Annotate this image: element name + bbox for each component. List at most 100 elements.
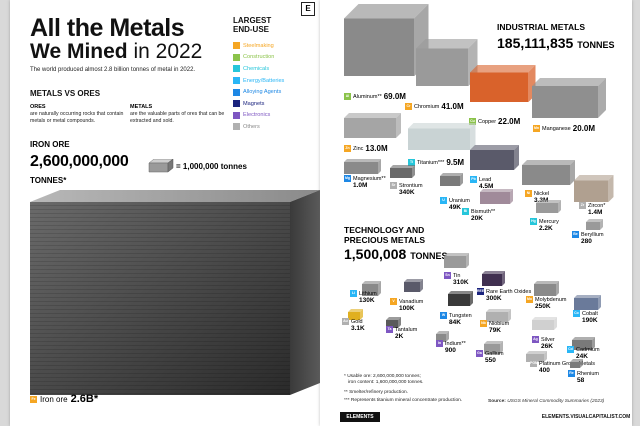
technology-total: 1,500,008 TONNES <box>344 246 448 262</box>
scale-cube-icon <box>148 159 174 173</box>
title-bold-part: We Mined <box>30 40 128 63</box>
footnote-2: ** Smelter/refinery production. <box>344 390 408 395</box>
aluminum-block <box>344 3 429 76</box>
zinc-block <box>344 113 401 138</box>
scale-label: = 1,000,000 tonnes <box>176 162 247 171</box>
metal-name: Titanium*** <box>417 159 445 166</box>
cobalt-block <box>574 295 601 310</box>
zinc-label: Zn Zinc 13.0M <box>344 144 388 153</box>
end-use-legend: Steelmaking Construction Chemicals Energy/B… <box>233 40 284 133</box>
element-tag: Cr <box>405 103 412 110</box>
metal-value: 130K <box>359 297 375 304</box>
platinum-group-metals-block <box>526 351 547 362</box>
metal-name: Zinc <box>353 145 364 152</box>
end-use-heading: LARGEST END-USE <box>233 16 271 34</box>
metal-value: 100K <box>399 305 415 312</box>
technology-heading-line2: PRECIOUS METALS <box>344 235 426 245</box>
cobalt-label: Co Cobalt 190K <box>573 310 598 324</box>
metal-name: Zircon* <box>588 202 606 209</box>
metal-name: Bismuth** <box>471 208 496 215</box>
element-tag: Zr <box>579 202 586 209</box>
metal-name: Indium** <box>445 340 466 347</box>
end-use-item: Alloying Agents <box>233 86 284 98</box>
metal-name: Manganese <box>542 125 571 132</box>
end-use-swatch <box>233 53 240 61</box>
element-tag: Al <box>344 93 351 100</box>
end-use-item: Magnets <box>233 98 284 110</box>
elements-logo: E <box>301 2 315 16</box>
element-tag: Au <box>342 318 349 325</box>
gold-label: Au Gold 3.1K <box>342 318 365 332</box>
industrial-heading: INDUSTRIAL METALS <box>497 22 585 32</box>
footer-website[interactable]: ELEMENTS.VISUALCAPITALIST.COM <box>541 414 631 420</box>
iron-ore-label-value: 2.6B* <box>70 393 99 405</box>
niobium-block <box>486 309 511 322</box>
metal-name: Gallium <box>485 350 504 357</box>
element-tag: Nb <box>480 320 487 327</box>
uranium-label: U Uranium 49K <box>440 197 470 211</box>
niobium-label: Nb Niobium 79K <box>480 320 509 334</box>
metal-value: 13.0M <box>365 144 388 153</box>
metal-value: 4.5M <box>479 183 494 190</box>
page-title-line1: All the Metals <box>30 14 185 42</box>
iron-ore-label: Fe Iron ore 2.6B* <box>30 393 98 405</box>
chromium-block <box>416 38 478 86</box>
beryllium-block <box>586 219 603 230</box>
rare-earth-oxides-block <box>482 271 505 286</box>
end-use-swatch <box>233 65 240 73</box>
metal-value: 2.2K <box>539 225 553 232</box>
metal-name: Cadmium <box>576 346 600 353</box>
magnesium-block <box>344 159 381 174</box>
metal-value: 79K <box>489 327 501 334</box>
metal-name: Beryllium <box>581 231 604 238</box>
manganese-label: Mn Manganese 20.0M <box>533 124 595 133</box>
element-tag: Li <box>350 290 357 297</box>
molybdenum-block <box>534 281 559 296</box>
iron-ore-heading: IRON ORE <box>30 140 70 149</box>
element-tag: Ta <box>386 326 393 333</box>
metal-value: 1.0M <box>353 182 368 189</box>
element-tag: Fe <box>30 395 37 403</box>
element-tag: Re <box>568 370 575 377</box>
element-tag: Mo <box>526 296 533 303</box>
bismuth-label: Bi Bismuth** 20K <box>462 208 495 222</box>
titanium-block <box>408 122 476 150</box>
metal-name: Copper <box>478 118 497 125</box>
element-tag: Sr <box>390 182 397 189</box>
strontium-label: Sr Strontium 340K <box>390 182 423 196</box>
technology-total-value: 1,500,008 <box>344 246 407 262</box>
metal-value: 22.0M <box>498 117 521 126</box>
industrial-total-value: 185,111,835 <box>497 35 574 51</box>
technology-total-unit: TONNES <box>410 251 448 261</box>
metal-name: Lead <box>479 176 492 183</box>
technology-heading-line1: TECHNOLOGY AND <box>344 225 425 235</box>
element-tag: In <box>436 340 443 347</box>
nickel-block <box>522 160 575 185</box>
mercury-block <box>536 200 561 213</box>
molybdenum-label: Mo Molybdenum 250K <box>526 296 567 310</box>
element-tag: Ti <box>408 159 415 166</box>
end-use-item: Others <box>233 121 284 133</box>
metal-value: 250K <box>535 303 551 310</box>
metal-value: 49K <box>449 204 461 211</box>
gallium-label: Ga Gallium 550 <box>476 350 504 364</box>
element-tag: Sn <box>444 272 451 279</box>
strontium-block <box>390 165 415 178</box>
chromium-label: Cr Chromium 41.0M <box>405 102 464 111</box>
end-use-label: Steelmaking <box>243 42 274 49</box>
metal-value: 900 <box>445 347 456 354</box>
silver-label: Ag Silver 26K <box>532 336 555 350</box>
source-text: USGS Mineral Commodity Summaries (2023) <box>507 399 605 404</box>
end-use-swatch <box>233 111 240 119</box>
footnote-3: *** Represents titanium mineral concentr… <box>344 398 463 403</box>
footnote-1b: iron content: 1,600,000,000 tonnes. <box>348 380 424 385</box>
manganese-block <box>532 78 606 118</box>
iron-ore-value: 2,600,000,000 <box>30 153 129 170</box>
footer-elements-badge[interactable]: ELEMENTS <box>340 412 380 422</box>
iron-ore-cube <box>30 190 320 395</box>
element-tag: Hg <box>530 218 537 225</box>
metal-value: 41.0M <box>441 102 464 111</box>
end-use-swatch <box>233 88 240 96</box>
metal-value: 300K <box>486 295 502 302</box>
platinum-group-metals-label: PGM Platinum Group Metals 400 <box>530 360 595 374</box>
